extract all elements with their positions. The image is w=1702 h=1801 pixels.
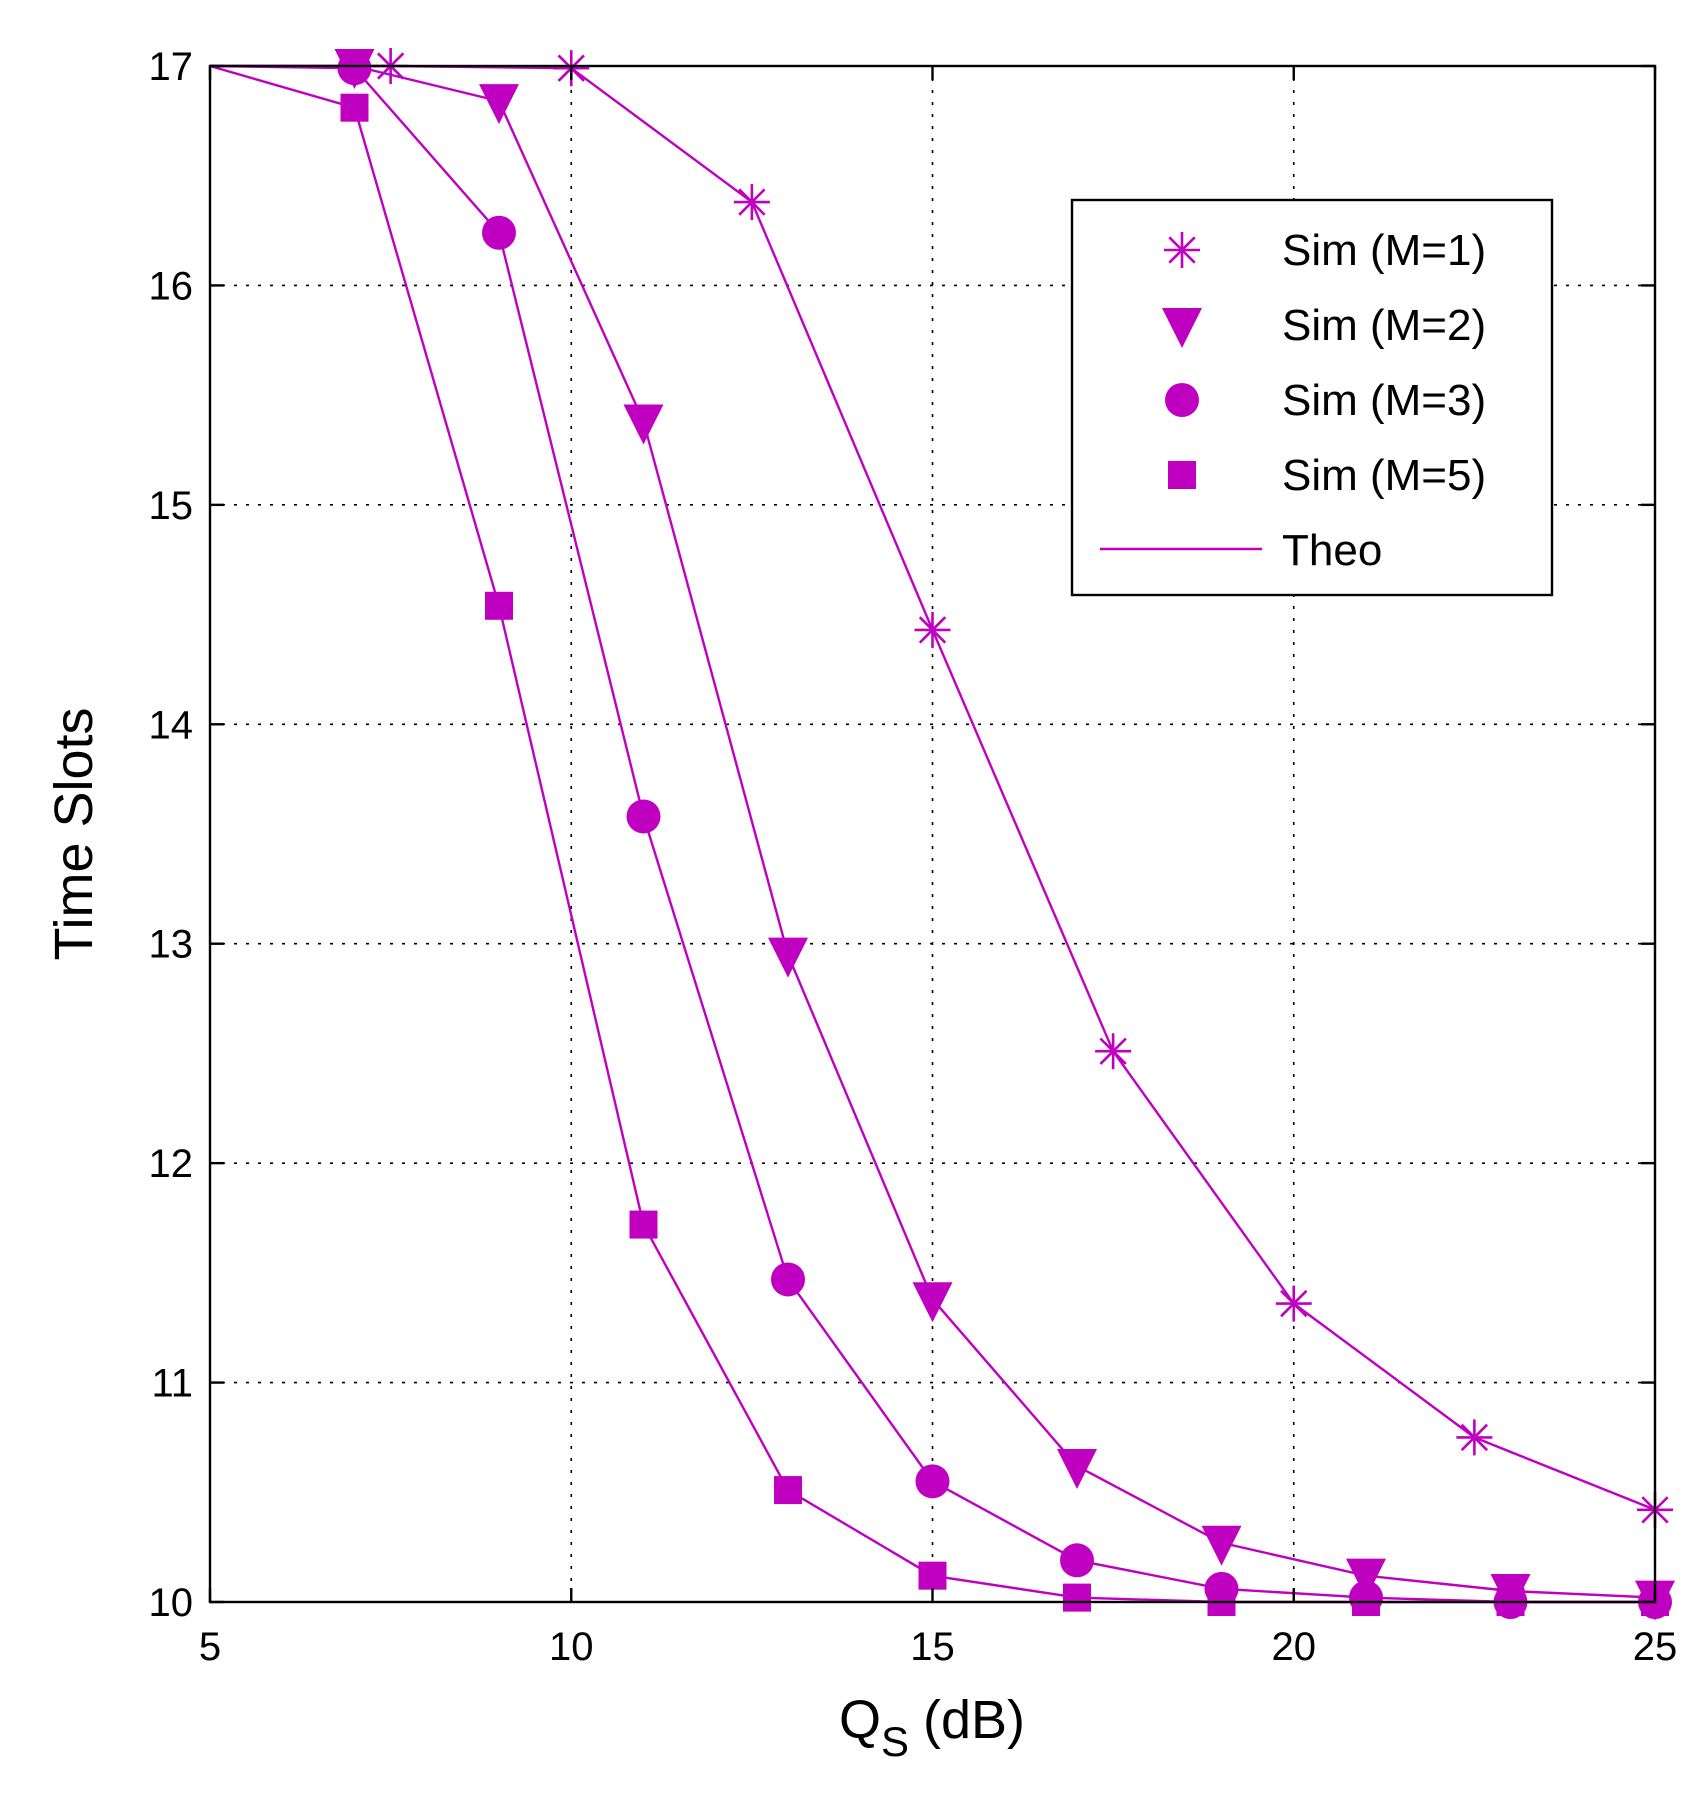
x-tick-label: 15 xyxy=(910,1625,955,1669)
marker-triangle-down-2 xyxy=(768,937,808,978)
marker-square-4 xyxy=(340,93,369,122)
legend-marker-shape xyxy=(1164,232,1200,268)
marker-asterisk-1 xyxy=(1275,1285,1312,1322)
marker-triangle-down-2 xyxy=(912,1282,953,1323)
legend-marker-m2 xyxy=(1162,308,1202,348)
y-tick-label: 15 xyxy=(149,484,194,528)
legend-label-m1: Sim (M=1) xyxy=(1282,226,1486,275)
x-axis-title-main: Q xyxy=(839,1690,881,1750)
legend-marker-shape xyxy=(1165,383,1199,417)
legend-label-m2: Sim (M=2) xyxy=(1282,301,1486,350)
marker-triangle-down-2 xyxy=(479,84,519,125)
marker-square-4 xyxy=(918,1561,947,1590)
marker-asterisk-1 xyxy=(1456,1419,1493,1456)
y-tick-label: 16 xyxy=(149,264,194,308)
marker-square-4 xyxy=(629,1210,658,1239)
marker-circle-3 xyxy=(915,1464,950,1499)
legend-label-theo: Theo xyxy=(1282,526,1382,575)
marker-square-4 xyxy=(485,591,513,620)
legend-label-m3: Sim (M=3) xyxy=(1282,376,1486,425)
y-tick-label: 10 xyxy=(149,1581,194,1625)
y-tick-label: 17 xyxy=(149,45,194,89)
y-axis-title: Time Slots xyxy=(44,707,104,960)
grid-lines xyxy=(210,66,1655,1602)
legend-marker-m1 xyxy=(1164,232,1200,268)
y-tick-label: 14 xyxy=(149,703,194,747)
marker-asterisk-1 xyxy=(733,184,770,221)
x-axis-title-unit: (dB) xyxy=(923,1690,1025,1750)
y-tick-label: 11 xyxy=(151,1362,193,1406)
y-tick-label: 13 xyxy=(149,923,194,967)
marker-square-4 xyxy=(1063,1583,1091,1612)
legend-label-m5: Sim (M=5) xyxy=(1282,451,1486,500)
x-tick-label: 25 xyxy=(1633,1625,1678,1669)
x-tick-label: 20 xyxy=(1272,1625,1317,1669)
legend-marker-shape xyxy=(1168,461,1196,489)
marker-triangle-down-2 xyxy=(623,404,664,445)
marker-triangle-down-2 xyxy=(1201,1525,1242,1566)
x-tick-label: 5 xyxy=(199,1625,221,1669)
marker-circle-3 xyxy=(337,51,372,86)
marker-circle-3 xyxy=(626,799,661,834)
x-tick-label: 10 xyxy=(549,1625,594,1669)
marker-circle-3 xyxy=(482,215,516,250)
marker-circle-3 xyxy=(1060,1543,1094,1578)
legend-box xyxy=(1070,198,1554,597)
x-axis-title-subscript: S xyxy=(881,1718,909,1765)
legend-marker-shape xyxy=(1162,308,1202,348)
marker-asterisk-1 xyxy=(914,611,951,648)
legend-marker-m5 xyxy=(1168,461,1196,489)
x-axis-title: QS (dB) xyxy=(839,1690,1025,1765)
marker-triangle-down-2 xyxy=(1346,1558,1386,1599)
legend-marker-m3 xyxy=(1165,383,1199,417)
marker-circle-3 xyxy=(771,1262,805,1297)
marker-triangle-down-2 xyxy=(1057,1448,1097,1489)
marker-square-4 xyxy=(774,1476,802,1505)
legend: Sim (M=1) Sim (M=2) Sim (M=3) Sim (M=5) … xyxy=(1070,198,1554,597)
y-tick-label: 12 xyxy=(149,1142,194,1186)
marker-asterisk-1 xyxy=(1095,1033,1132,1070)
